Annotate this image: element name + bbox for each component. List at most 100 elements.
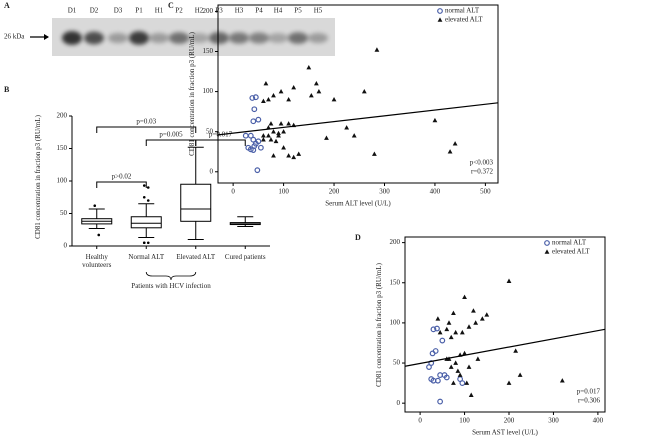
point	[291, 154, 297, 160]
y-tick-label: 100	[57, 177, 68, 185]
marker-arrow-head	[44, 34, 49, 40]
point	[331, 97, 337, 102]
x-tick-label: 400	[593, 417, 604, 425]
point	[559, 378, 565, 383]
point	[428, 360, 435, 366]
lane-label: H3	[235, 7, 244, 15]
significance-bracket	[96, 181, 147, 188]
p-value: p=0.005	[159, 131, 183, 139]
x-tick-label: 0	[418, 417, 422, 425]
panel-letter: D	[355, 233, 361, 242]
flier	[142, 184, 146, 187]
point	[286, 97, 292, 102]
point	[250, 136, 257, 143]
point	[273, 138, 279, 144]
legend-label: elevated ALT	[552, 248, 590, 256]
point	[251, 106, 258, 113]
point	[439, 337, 446, 344]
p-value: p=0.03	[136, 118, 156, 126]
point	[291, 84, 297, 90]
point	[249, 95, 256, 101]
point	[459, 380, 466, 387]
lane-label: H4	[274, 7, 283, 15]
lane-label: P5	[294, 7, 302, 15]
point	[286, 153, 292, 158]
point	[271, 93, 276, 98]
x-tick-label: Normal ALT	[128, 253, 165, 261]
point	[281, 129, 286, 134]
y-tick-label: 200	[203, 7, 214, 15]
x-tick-label: 100	[278, 188, 289, 196]
point	[451, 310, 456, 316]
band	[129, 31, 149, 45]
x-axis-label: Serum ALT level (U/L)	[325, 200, 391, 208]
point	[261, 137, 266, 142]
point	[434, 325, 440, 332]
point	[255, 138, 262, 145]
point	[278, 121, 284, 126]
y-tick-label: 100	[203, 87, 214, 95]
lane-label: D1	[68, 7, 77, 15]
y-tick-label: 100	[390, 319, 401, 327]
y-tick-label: 200	[57, 112, 68, 120]
point	[452, 141, 458, 146]
significance-bracket	[96, 126, 197, 133]
point	[286, 121, 292, 126]
x-tick-label: 200	[504, 417, 515, 425]
lane-label: P2	[175, 7, 183, 15]
band	[209, 32, 229, 44]
point	[261, 133, 266, 138]
point	[371, 151, 377, 156]
point	[462, 350, 467, 356]
band	[169, 32, 189, 44]
point	[443, 374, 450, 381]
point	[471, 308, 476, 313]
point	[437, 329, 443, 335]
point	[278, 88, 284, 94]
y-tick-label: 200	[390, 238, 401, 246]
point	[455, 368, 461, 373]
trend-line	[404, 328, 606, 367]
x-tick-label: 300	[379, 188, 390, 196]
point	[434, 377, 441, 384]
legend-marker	[437, 17, 443, 22]
flier	[142, 195, 146, 199]
band	[108, 32, 128, 44]
x-tick-label: Cured patients	[224, 253, 266, 261]
x-tick-label: 300	[548, 417, 559, 425]
point	[261, 98, 266, 104]
point	[255, 116, 262, 123]
point	[276, 133, 281, 138]
lane-label: D2	[90, 7, 99, 15]
panel-letter: B	[4, 85, 10, 94]
band	[288, 32, 308, 44]
significance-bracket	[195, 139, 246, 146]
statistic: p<0.003	[470, 159, 494, 167]
point	[281, 145, 286, 150]
point	[351, 133, 357, 138]
point	[457, 372, 463, 377]
panel-letter: C	[168, 1, 174, 10]
statistic: r=0.372	[471, 168, 494, 176]
y-tick-label: 50	[393, 359, 401, 367]
point	[374, 47, 380, 52]
y-tick-label: 150	[390, 278, 401, 286]
lane-label: P1	[135, 7, 143, 15]
point	[446, 320, 452, 325]
band	[84, 31, 104, 45]
y-tick-label: 50	[60, 209, 68, 217]
marker-label: 26 kDa	[4, 33, 25, 41]
point	[247, 146, 254, 153]
point	[466, 324, 472, 329]
x-tick-label: 0	[231, 188, 235, 196]
point	[506, 278, 512, 283]
point	[263, 80, 269, 86]
point	[254, 167, 261, 174]
point	[475, 356, 481, 361]
flier	[146, 241, 150, 245]
point	[451, 380, 456, 385]
x-tick-label: 200	[329, 188, 340, 196]
statistic: p=0.017	[577, 388, 601, 396]
band	[62, 31, 82, 45]
point	[308, 93, 314, 98]
